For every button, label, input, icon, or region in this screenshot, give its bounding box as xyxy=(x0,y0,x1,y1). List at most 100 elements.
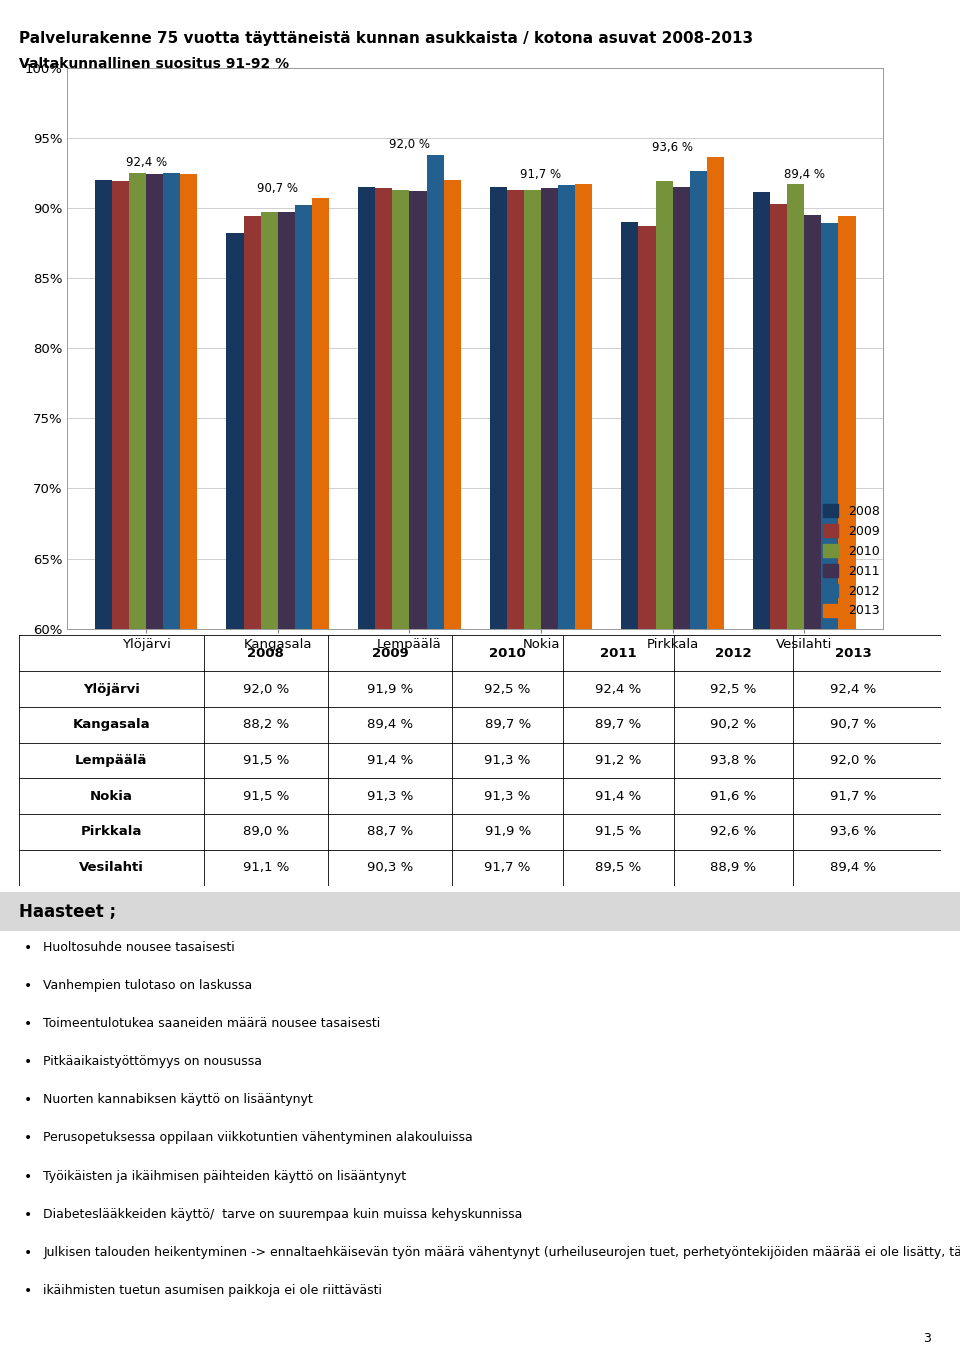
Text: 89,5 %: 89,5 % xyxy=(595,861,641,875)
Text: •: • xyxy=(24,1169,33,1183)
Text: 92,5 %: 92,5 % xyxy=(485,683,531,695)
Text: Työikäisten ja ikäihmisen päihteiden käyttö on lisääntynyt: Työikäisten ja ikäihmisen päihteiden käy… xyxy=(43,1169,406,1183)
Text: 91,5 %: 91,5 % xyxy=(243,754,289,767)
Bar xyxy=(180,174,198,1352)
Text: •: • xyxy=(24,979,33,992)
Text: 2009: 2009 xyxy=(372,646,409,660)
Bar xyxy=(770,204,787,1352)
Text: 3: 3 xyxy=(924,1332,931,1345)
Text: 90,3 %: 90,3 % xyxy=(367,861,413,875)
Bar xyxy=(507,189,524,1352)
Bar xyxy=(444,180,461,1352)
Text: 90,7 %: 90,7 % xyxy=(257,181,299,195)
Text: Haasteet ;: Haasteet ; xyxy=(19,903,116,921)
Text: •: • xyxy=(24,1055,33,1069)
Bar xyxy=(804,215,822,1352)
Bar xyxy=(524,189,541,1352)
Text: Julkisen talouden heikentyminen -> ennaltaehkäisevän työn määrä vähentynyt (urhe: Julkisen talouden heikentyminen -> ennal… xyxy=(43,1245,960,1259)
Bar xyxy=(277,212,295,1352)
Bar xyxy=(426,154,444,1352)
Text: 91,7 %: 91,7 % xyxy=(520,168,562,181)
Bar xyxy=(541,188,558,1352)
Bar xyxy=(312,197,329,1352)
Bar xyxy=(95,180,112,1352)
Bar xyxy=(295,206,312,1352)
Text: •: • xyxy=(24,1017,33,1030)
Text: •: • xyxy=(24,1284,33,1298)
Bar xyxy=(261,212,277,1352)
Bar xyxy=(638,226,656,1352)
Bar xyxy=(358,187,375,1352)
Text: 89,7 %: 89,7 % xyxy=(595,718,641,731)
Text: 89,0 %: 89,0 % xyxy=(243,826,289,838)
Text: 2013: 2013 xyxy=(835,646,872,660)
Text: 2011: 2011 xyxy=(600,646,636,660)
Text: •: • xyxy=(24,1132,33,1145)
Text: ikäihmisten tuetun asumisen paikkoja ei ole riittävästi: ikäihmisten tuetun asumisen paikkoja ei … xyxy=(43,1284,382,1297)
Text: 2008: 2008 xyxy=(248,646,284,660)
Text: 89,4 %: 89,4 % xyxy=(367,718,413,731)
Text: 92,0 %: 92,0 % xyxy=(389,138,430,151)
Bar xyxy=(490,187,507,1352)
Text: 92,0 %: 92,0 % xyxy=(243,683,289,695)
Text: Diabeteslääkkeiden käyttö/  tarve on suurempaa kuin muissa kehyskunnissa: Diabeteslääkkeiden käyttö/ tarve on suur… xyxy=(43,1207,522,1221)
Text: Nokia: Nokia xyxy=(90,790,132,803)
Text: 91,3 %: 91,3 % xyxy=(485,754,531,767)
Text: 91,4 %: 91,4 % xyxy=(595,790,641,803)
Bar xyxy=(673,187,689,1352)
Bar xyxy=(656,181,673,1352)
Text: 89,4 %: 89,4 % xyxy=(830,861,876,875)
Text: 90,2 %: 90,2 % xyxy=(710,718,756,731)
Text: 91,7 %: 91,7 % xyxy=(830,790,876,803)
Bar xyxy=(375,188,393,1352)
Text: Toimeentulotukea saaneiden määrä nousee tasaisesti: Toimeentulotukea saaneiden määrä nousee … xyxy=(43,1017,380,1030)
Text: 92,0 %: 92,0 % xyxy=(830,754,876,767)
Text: 91,5 %: 91,5 % xyxy=(595,826,641,838)
Text: 92,4 %: 92,4 % xyxy=(830,683,876,695)
Text: 88,2 %: 88,2 % xyxy=(243,718,289,731)
Text: 88,7 %: 88,7 % xyxy=(367,826,413,838)
Bar xyxy=(146,174,163,1352)
Text: 92,4 %: 92,4 % xyxy=(126,157,167,169)
Text: Vanhempien tulotaso on laskussa: Vanhempien tulotaso on laskussa xyxy=(43,979,252,992)
Bar xyxy=(129,173,146,1352)
Bar xyxy=(112,181,129,1352)
Text: Palvelurakenne 75 vuotta täyttäneistä kunnan asukkaista / kotona asuvat 2008-201: Palvelurakenne 75 vuotta täyttäneistä ku… xyxy=(19,31,754,46)
Text: 93,8 %: 93,8 % xyxy=(710,754,756,767)
Text: Valtakunnallinen suositus 91-92 %: Valtakunnallinen suositus 91-92 % xyxy=(19,57,289,70)
Text: Nuorten kannabiksen käyttö on lisääntynyt: Nuorten kannabiksen käyttö on lisääntyny… xyxy=(43,1094,313,1106)
Text: 92,6 %: 92,6 % xyxy=(710,826,756,838)
Bar xyxy=(753,192,770,1352)
Text: 2012: 2012 xyxy=(715,646,752,660)
Text: Kangasala: Kangasala xyxy=(73,718,150,731)
Text: Pitkäaikaistyöttömyys on nousussa: Pitkäaikaistyöttömyys on nousussa xyxy=(43,1055,262,1068)
Bar xyxy=(244,216,261,1352)
Legend: 2008, 2009, 2010, 2011, 2012, 2013: 2008, 2009, 2010, 2011, 2012, 2013 xyxy=(818,499,885,622)
Text: •: • xyxy=(24,1245,33,1260)
Bar xyxy=(558,185,575,1352)
Text: 88,9 %: 88,9 % xyxy=(710,861,756,875)
Text: •: • xyxy=(24,941,33,955)
Bar xyxy=(822,223,838,1352)
Bar xyxy=(707,157,724,1352)
Text: 2010: 2010 xyxy=(490,646,526,660)
Bar xyxy=(575,184,592,1352)
Bar xyxy=(0,892,960,932)
Text: 89,7 %: 89,7 % xyxy=(485,718,531,731)
Bar xyxy=(787,184,804,1352)
Text: 91,3 %: 91,3 % xyxy=(485,790,531,803)
Text: Pirkkala: Pirkkala xyxy=(81,826,142,838)
Bar xyxy=(689,172,707,1352)
Text: 91,7 %: 91,7 % xyxy=(485,861,531,875)
Text: 92,4 %: 92,4 % xyxy=(595,683,641,695)
Text: •: • xyxy=(24,1207,33,1222)
Bar xyxy=(621,222,638,1352)
Text: 92,5 %: 92,5 % xyxy=(710,683,756,695)
Text: Ylöjärvi: Ylöjärvi xyxy=(83,683,140,695)
Bar xyxy=(393,189,409,1352)
Text: 93,6 %: 93,6 % xyxy=(652,141,693,154)
Text: 91,9 %: 91,9 % xyxy=(485,826,531,838)
Bar xyxy=(227,233,244,1352)
Text: 91,1 %: 91,1 % xyxy=(243,861,289,875)
Text: Lempäälä: Lempäälä xyxy=(75,754,148,767)
